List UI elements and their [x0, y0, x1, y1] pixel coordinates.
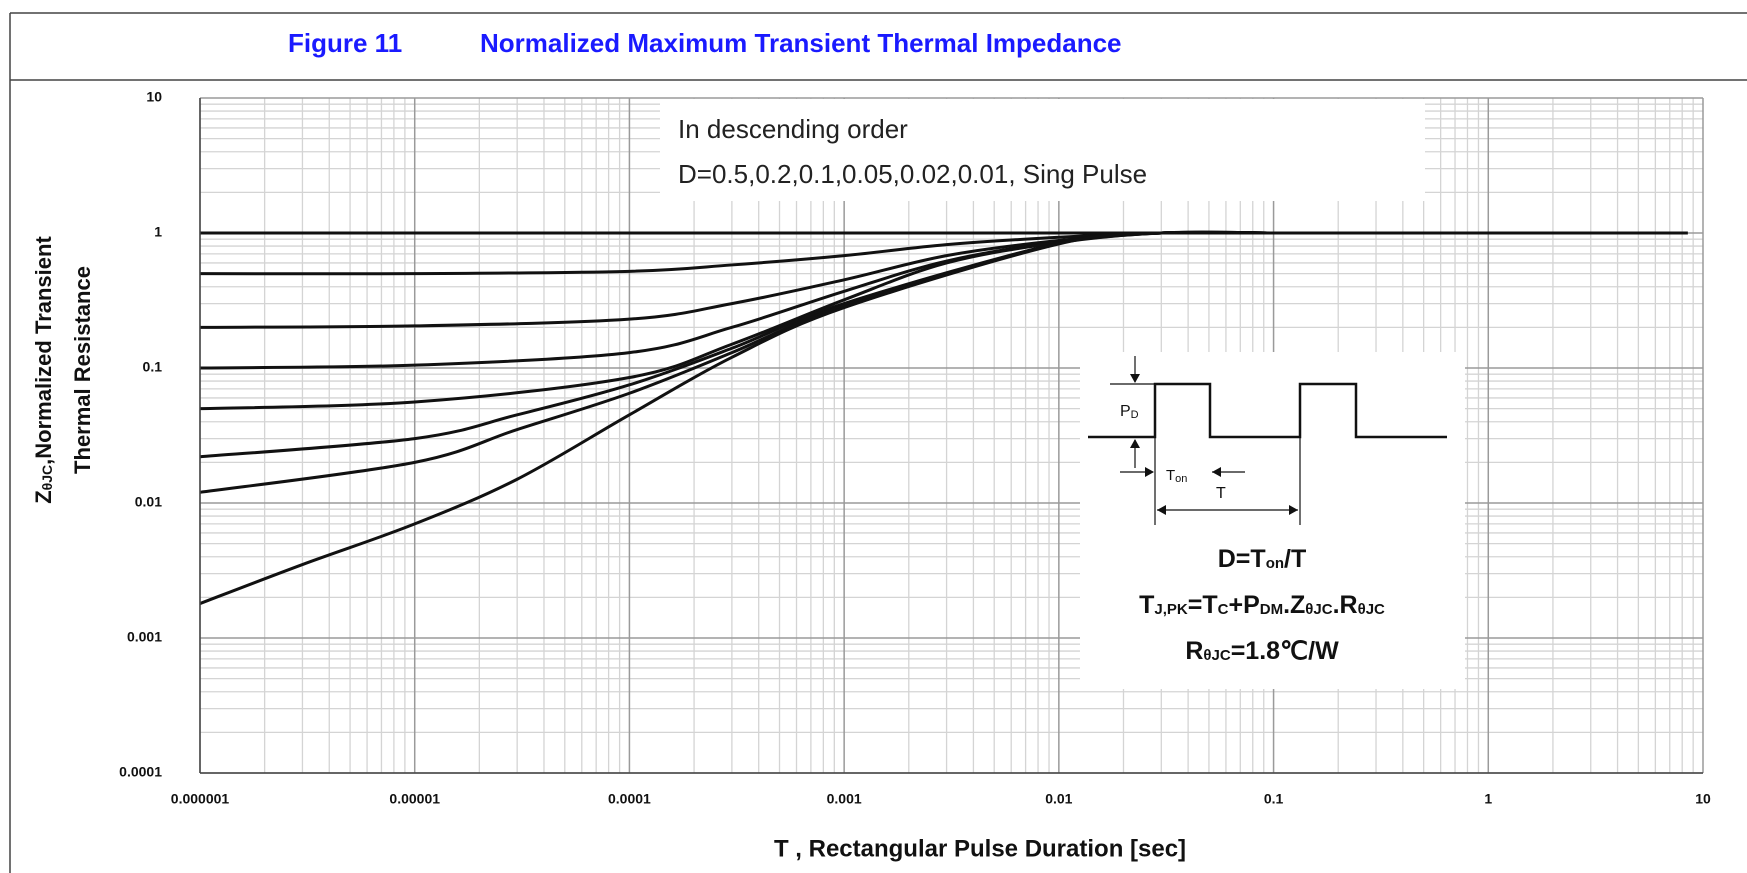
subscript: on: [1266, 555, 1284, 572]
x-tick-label: 10: [1695, 791, 1711, 807]
curve: [199, 230, 1274, 605]
y-tick-label: 0.01: [135, 494, 162, 510]
y-tick-label: 0.001: [127, 629, 162, 645]
subscript: θJC: [39, 465, 55, 490]
x-tick-label: 0.00001: [389, 791, 440, 807]
curves: [199, 230, 1688, 605]
x-tick-label: 0.000001: [171, 791, 230, 807]
rich-text: Ton: [1166, 467, 1187, 485]
arrowhead: [1289, 505, 1298, 515]
subscript: D: [1131, 409, 1139, 421]
y-tick-label: 1: [154, 224, 162, 240]
rich-text: PD: [1120, 403, 1139, 420]
rich-text: TJ,PK=TC+PDM.ZθJC.RθJC: [1139, 591, 1385, 619]
chart-title: Normalized Maximum Transient Thermal Imp…: [480, 28, 1122, 58]
arrowhead: [1130, 374, 1140, 383]
x-tick-label: 0.0001: [608, 791, 651, 807]
y-tick-label: 0.0001: [119, 764, 162, 780]
y-tick-label: 10: [146, 89, 162, 105]
text-part: /T: [1284, 545, 1306, 573]
rich-text: Thermal Resistance: [70, 266, 95, 474]
x-tick-label: 1: [1484, 791, 1492, 807]
text-part: =T: [1188, 591, 1218, 619]
annotation: In descending order: [678, 114, 908, 144]
text-part: D=T: [1218, 545, 1266, 573]
text-part: .R: [1333, 591, 1358, 619]
subscript: C: [1218, 601, 1229, 618]
text-part: R: [1185, 637, 1203, 665]
inset-label: T: [1216, 485, 1226, 502]
chart-title: Figure 11: [288, 28, 402, 58]
text-part: T: [1166, 467, 1175, 484]
arrowhead: [1145, 467, 1154, 477]
text-part: +P: [1228, 591, 1259, 619]
arrowhead: [1130, 439, 1140, 448]
rich-text: RθJC=1.8℃/W: [1185, 637, 1339, 665]
x-tick-label: 0.1: [1264, 791, 1284, 807]
arrowhead: [1157, 505, 1166, 515]
text-part: .Z: [1283, 591, 1305, 619]
rich-text: D=Ton/T: [1218, 545, 1306, 573]
subscript: J,PK: [1154, 601, 1188, 618]
text-part: Z: [31, 490, 56, 503]
inset-box: [1080, 352, 1465, 689]
text-part: ,Normalized Transient: [31, 236, 56, 465]
arrowhead: [1212, 467, 1221, 477]
pulse-wave: [1088, 382, 1447, 439]
y-tick-label: 0.1: [143, 359, 163, 375]
text-part: T: [1139, 591, 1154, 619]
x-tick-label: 0.01: [1045, 791, 1072, 807]
x-tick-label: 0.001: [827, 791, 862, 807]
subscript: θJC: [1203, 647, 1230, 664]
x-axis-label: T , Rectangular Pulse Duration [sec]: [774, 835, 1186, 862]
annotation: D=0.5,0.2,0.1,0.05,0.02,0.01, Sing Pulse: [678, 159, 1147, 189]
text-part: Thermal Resistance: [70, 266, 95, 474]
pulse-diagram: [1088, 356, 1447, 525]
subscript: on: [1175, 473, 1187, 485]
annotation-box: [660, 99, 1425, 201]
text-part: P: [1120, 403, 1131, 420]
text-part: =1.8℃/W: [1231, 637, 1339, 665]
subscript: DM: [1260, 601, 1283, 618]
subscript: θJC: [1305, 601, 1332, 618]
rich-text: ZθJC,Normalized Transient: [31, 236, 56, 504]
subscript: θJC: [1358, 601, 1385, 618]
